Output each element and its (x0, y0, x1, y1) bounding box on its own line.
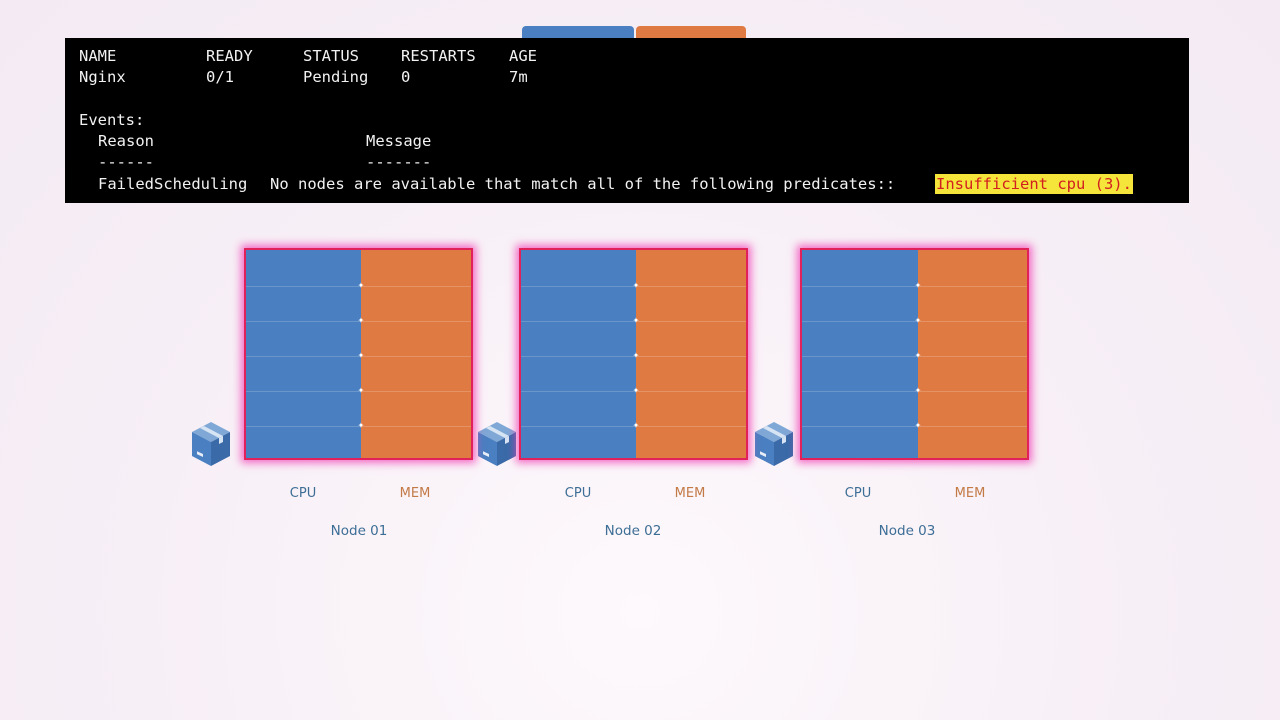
slot-line (918, 356, 1027, 357)
node-01-cpu-column (246, 250, 361, 458)
slot-line (521, 391, 636, 392)
col-name-header: NAME (79, 47, 117, 65)
events-message-header: Message (366, 132, 432, 150)
slot-line (802, 391, 918, 392)
slot-line (918, 391, 1027, 392)
slot-line (361, 356, 471, 357)
events-reason-header: Reason (98, 132, 154, 150)
node-01-name: Node 01 (330, 523, 388, 539)
slot-line (361, 286, 471, 287)
slot-line (802, 356, 918, 357)
node-02-name: Node 02 (604, 523, 662, 539)
slot-line (246, 321, 361, 322)
pod-age: 7m (509, 68, 528, 86)
cube-icon (192, 422, 230, 466)
slot-line (521, 356, 636, 357)
mem-tab-strip (636, 26, 746, 40)
node-03-box: ✦ ✦ ✦ ✦ ✦ (800, 248, 1029, 460)
slot-line (246, 391, 361, 392)
pod-restarts: 0 (401, 68, 411, 86)
node-03-cpu-label: CPU (844, 486, 872, 501)
divider-star-icon: ✦ (914, 351, 922, 360)
col-restarts-header: RESTARTS (401, 47, 476, 65)
col-status-header: STATUS (303, 47, 359, 65)
divider-star-icon: ✦ (357, 386, 365, 395)
events-reason-rule: ------ (98, 153, 154, 171)
slot-line (636, 356, 746, 357)
node-02-mem-label: MEM (674, 486, 706, 501)
divider-star-icon: ✦ (632, 316, 640, 325)
pod-ready: 0/1 (206, 68, 234, 86)
pod-name: Nginx (79, 68, 126, 86)
node-02-cpu-column (521, 250, 636, 458)
cpu-tab-strip (522, 26, 634, 40)
slot-line (918, 321, 1027, 322)
col-ready-header: READY (206, 47, 253, 65)
node-03-name: Node 03 (878, 523, 936, 539)
divider-star-icon: ✦ (914, 421, 922, 430)
slot-line (636, 426, 746, 427)
node-01-mem-label: MEM (399, 486, 431, 501)
node-02-mem-column (636, 250, 746, 458)
slot-line (521, 321, 636, 322)
node-01-cpu-label: CPU (289, 486, 317, 501)
divider-star-icon: ✦ (357, 351, 365, 360)
node-01-mem-column (361, 250, 471, 458)
divider-star-icon: ✦ (357, 281, 365, 290)
events-label: Events: (79, 111, 145, 129)
slot-line (246, 426, 361, 427)
slot-line (246, 356, 361, 357)
slot-line (802, 286, 918, 287)
divider-star-icon: ✦ (632, 351, 640, 360)
slot-line (636, 286, 746, 287)
divider-star-icon: ✦ (914, 386, 922, 395)
cube-icon (478, 422, 516, 466)
node-03-cpu-column (802, 250, 918, 458)
slot-line (918, 286, 1027, 287)
event-highlight: Insufficient cpu (3). (935, 174, 1133, 194)
slot-line (918, 426, 1027, 427)
cube-icon (755, 422, 793, 466)
divider-star-icon: ✦ (914, 316, 922, 325)
terminal-output: NAME READY STATUS RESTARTS AGE Nginx 0/1… (65, 38, 1189, 203)
events-message-rule: ------- (366, 153, 432, 171)
slot-line (636, 321, 746, 322)
node-03-mem-column (918, 250, 1027, 458)
col-age-header: AGE (509, 47, 537, 65)
node-01-box: ✦ ✦ ✦ ✦ ✦ (244, 248, 473, 460)
slot-line (521, 426, 636, 427)
divider-star-icon: ✦ (357, 421, 365, 430)
divider-star-icon: ✦ (357, 316, 365, 325)
slot-line (636, 391, 746, 392)
node-03-mem-label: MEM (954, 486, 986, 501)
slot-line (361, 321, 471, 322)
slot-line (246, 286, 361, 287)
event-message: No nodes are available that match all of… (270, 175, 896, 193)
divider-star-icon: ✦ (632, 281, 640, 290)
event-reason: FailedScheduling (98, 175, 248, 193)
pod-status: Pending (303, 68, 369, 86)
divider-star-icon: ✦ (914, 281, 922, 290)
divider-star-icon: ✦ (632, 386, 640, 395)
slot-line (361, 391, 471, 392)
slot-line (361, 426, 471, 427)
slot-line (802, 321, 918, 322)
node-02-cpu-label: CPU (564, 486, 592, 501)
node-02-box: ✦ ✦ ✦ ✦ ✦ (519, 248, 748, 460)
slot-line (802, 426, 918, 427)
divider-star-icon: ✦ (632, 421, 640, 430)
slot-line (521, 286, 636, 287)
